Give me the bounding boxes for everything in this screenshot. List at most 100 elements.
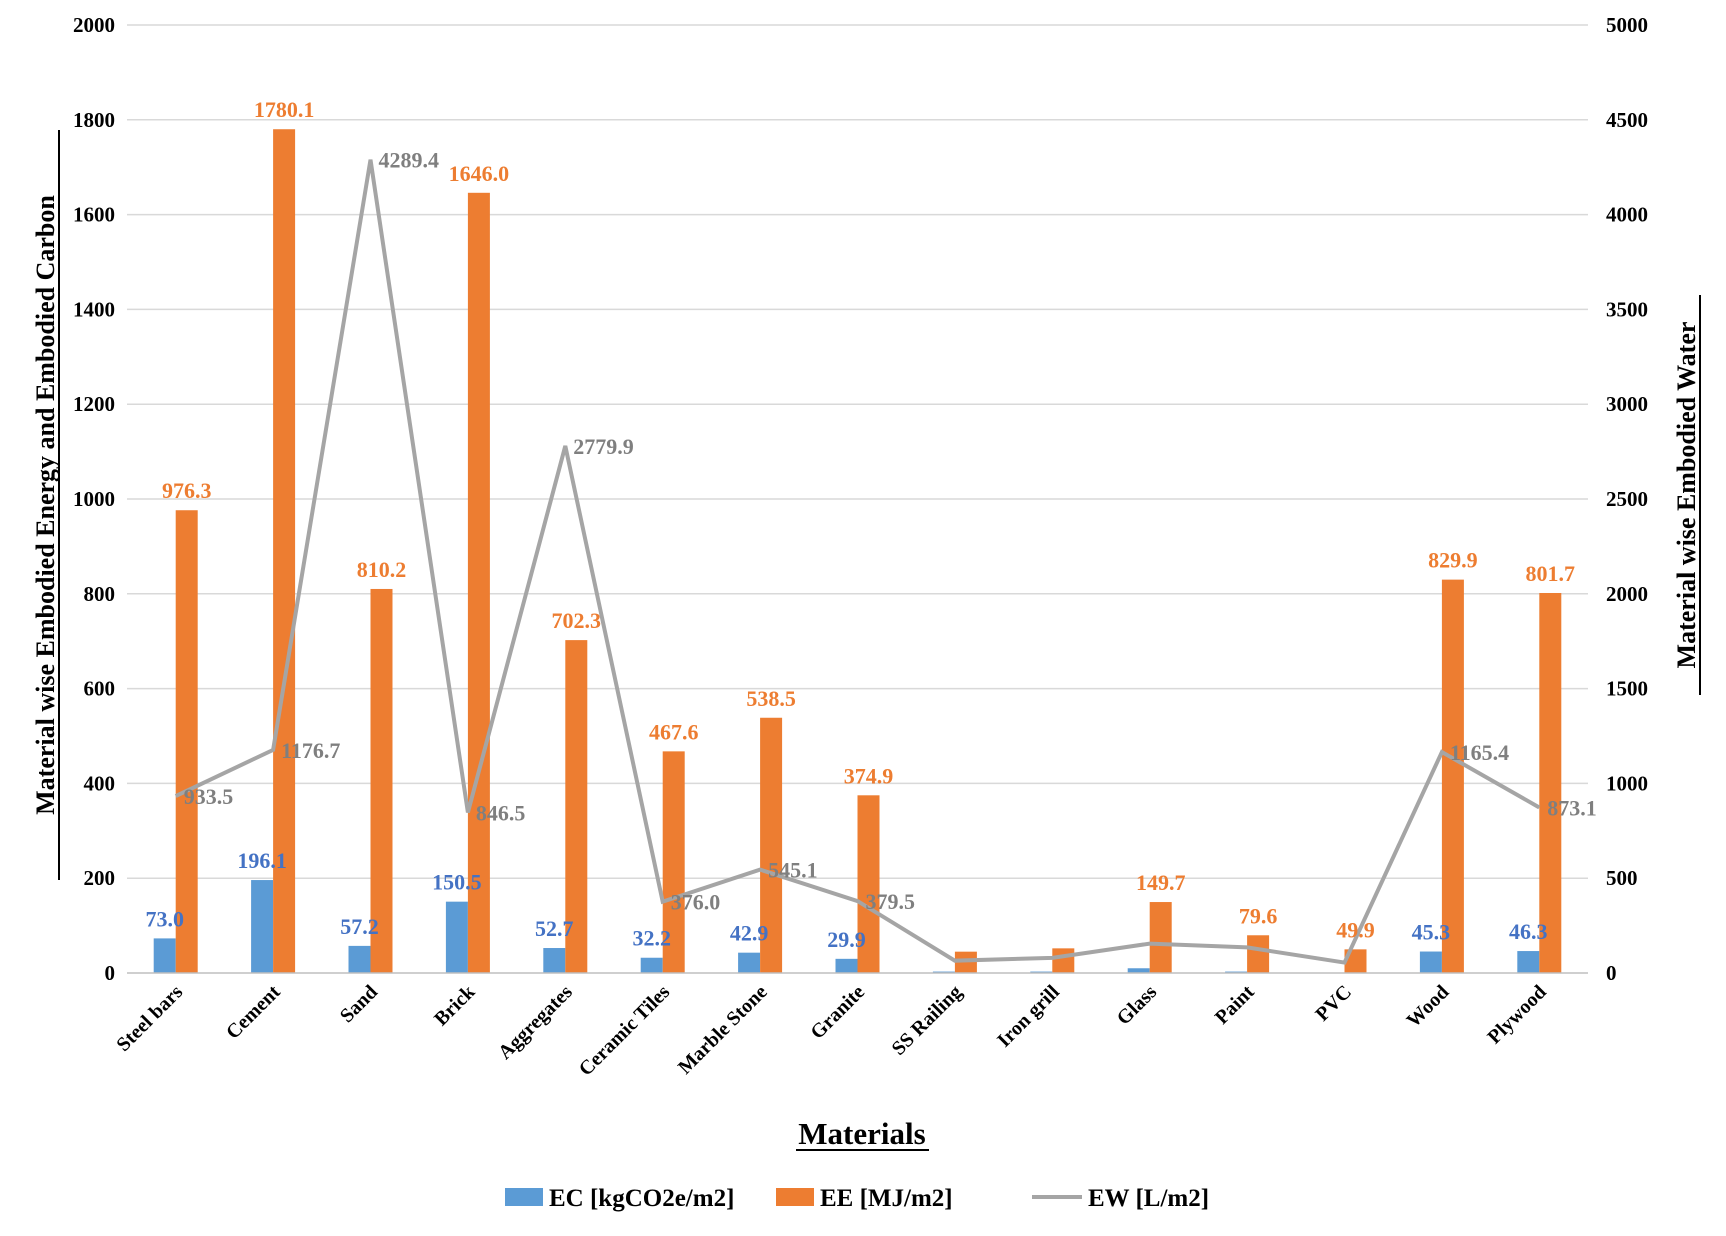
- data-label: 873.1: [1547, 795, 1597, 820]
- ew-line: [174, 159, 1541, 965]
- legend-swatch: [776, 1188, 814, 1206]
- data-label: 52.7: [535, 916, 574, 941]
- x-axis-title: Materials: [798, 1116, 925, 1151]
- y-tick-label: 600: [84, 677, 116, 701]
- y-tick-label: 1000: [73, 487, 115, 511]
- x-tick-label: SS Railing: [888, 981, 967, 1060]
- legend-label: EW [L/m2]: [1088, 1185, 1209, 1212]
- y2-tick-label: 500: [1606, 866, 1638, 890]
- bar: [857, 795, 880, 973]
- y-tick-label: 1400: [73, 297, 115, 321]
- y2-tick-label: 2000: [1606, 582, 1648, 606]
- data-label: 702.3: [552, 608, 602, 633]
- data-label: 1780.1: [254, 97, 315, 122]
- x-tick-label: Aggregates: [494, 981, 577, 1064]
- data-label: 150.5: [432, 870, 482, 895]
- x-tick-label: Steel bars: [112, 981, 187, 1056]
- legend-label: EE [MJ/m2]: [820, 1185, 953, 1212]
- y2-tick-label: 4000: [1606, 203, 1648, 227]
- data-label: 79.6: [1239, 903, 1278, 928]
- bar: [662, 751, 685, 973]
- y-tick-label: 2000: [73, 13, 115, 37]
- bar: [1539, 592, 1562, 973]
- bar: [760, 717, 783, 973]
- x-tick-label: Wood: [1403, 981, 1454, 1032]
- bar: [835, 958, 858, 973]
- data-label: 933.5: [184, 784, 234, 809]
- y-tick-label: 0: [105, 961, 116, 985]
- y-tick-label: 200: [84, 866, 116, 890]
- y2-axis-title: Material wise Embodied Water: [1672, 322, 1701, 669]
- data-label: 42.9: [730, 921, 769, 946]
- bar: [153, 938, 176, 973]
- data-label: 196.1: [237, 848, 287, 873]
- x-tick-label: Brick: [430, 980, 480, 1030]
- data-label: 379.5: [866, 889, 916, 914]
- x-tick-label: Granite: [806, 981, 869, 1044]
- bar: [175, 510, 198, 973]
- data-label: 149.7: [1136, 870, 1186, 895]
- data-labels: 73.0 196.1 57.2 150.5 52.7 32.2 42.9 29.9 45.3 46…: [145, 97, 1596, 952]
- x-tick-label: Ceramic Tiles: [575, 981, 675, 1081]
- data-label: 801.7: [1526, 561, 1576, 586]
- y-tick-label: 1800: [73, 108, 115, 132]
- data-label: 846.5: [476, 801, 526, 826]
- data-label: 810.2: [357, 557, 407, 582]
- legend: EC [kgCO2e/m2] EE [MJ/m2] EW [L/m2]: [505, 1185, 1209, 1212]
- data-label: 57.2: [340, 914, 379, 939]
- y2-tick-label: 5000: [1606, 13, 1648, 37]
- y2-tick-label: 4500: [1606, 108, 1648, 132]
- bar: [1052, 948, 1075, 973]
- bar: [1441, 579, 1464, 973]
- y2-tick-label: 2500: [1606, 487, 1648, 511]
- data-label: 374.9: [844, 763, 894, 788]
- bars: [153, 129, 1562, 973]
- bar: [1127, 968, 1150, 973]
- y2-tick-label: 3000: [1606, 392, 1648, 416]
- data-label: 4289.4: [379, 148, 440, 173]
- bar: [565, 640, 588, 973]
- x-tick-label: Iron grill: [993, 981, 1064, 1052]
- y2-tick-label: 1000: [1606, 771, 1648, 795]
- data-label: 545.1: [768, 858, 818, 883]
- data-label: 1165.4: [1450, 740, 1509, 765]
- data-label: 29.9: [827, 927, 866, 952]
- bar: [543, 948, 566, 973]
- bar: [738, 952, 761, 973]
- data-label: 829.9: [1428, 548, 1478, 573]
- y-tick-label: 1600: [73, 203, 115, 227]
- bar: [348, 945, 371, 973]
- bar: [445, 901, 468, 973]
- y-tick-label: 400: [84, 771, 116, 795]
- data-label: 32.2: [632, 926, 671, 951]
- bar: [273, 129, 296, 973]
- data-label: 46.3: [1509, 919, 1548, 944]
- y-axis-title: Material wise Embodied Energy and Embodi…: [31, 195, 60, 815]
- bar: [1517, 951, 1540, 973]
- bar: [1247, 935, 1270, 973]
- data-label: 73.0: [145, 906, 184, 931]
- x-tick-label: Paint: [1211, 981, 1259, 1029]
- x-tick-label: Sand: [336, 981, 382, 1027]
- data-label: 1176.7: [281, 738, 340, 763]
- bar: [1149, 902, 1172, 973]
- bar: [1419, 951, 1442, 973]
- bar: [251, 880, 274, 973]
- x-tick-label: Glass: [1113, 981, 1162, 1030]
- y-tick-label: 1200: [73, 392, 115, 416]
- x-tick-label: Marble Stone: [674, 981, 772, 1079]
- legend-label: EC [kgCO2e/m2]: [549, 1185, 734, 1212]
- data-label: 376.0: [671, 890, 721, 915]
- legend-swatch: [505, 1188, 543, 1206]
- data-label: 45.3: [1412, 920, 1451, 945]
- x-tick-label: Cement: [222, 981, 285, 1044]
- y-tick-label: 800: [84, 582, 116, 606]
- x-tick-label: PVC: [1311, 981, 1356, 1026]
- bar: [467, 192, 490, 973]
- bar: [640, 957, 663, 973]
- y2-tick-label: 0: [1606, 961, 1617, 985]
- y2-tick-label: 1500: [1606, 677, 1648, 701]
- line-series: [174, 159, 1541, 965]
